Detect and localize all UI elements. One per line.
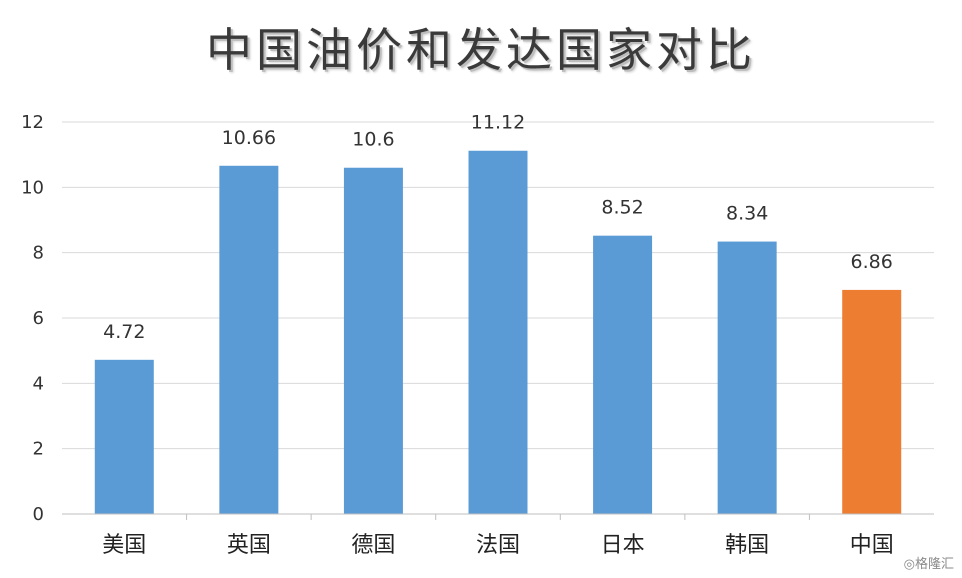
x-category-label: 中国 (850, 533, 894, 558)
chart-title: 中国油价和发达国家对比 (206, 23, 756, 77)
bar (219, 165, 279, 515)
y-tick-label: 2 (33, 439, 44, 460)
y-tick-label: 8 (33, 243, 44, 264)
y-tick-label: 4 (33, 373, 44, 394)
bar (593, 235, 653, 514)
x-category-label: 法国 (476, 533, 520, 558)
x-category-label: 韩国 (725, 533, 769, 558)
y-tick-label: 0 (33, 504, 44, 525)
data-label: 11.12 (471, 112, 525, 134)
bar (468, 150, 528, 514)
data-label: 6.86 (851, 251, 893, 273)
y-tick-label: 12 (21, 112, 44, 133)
x-category-label: 美国 (102, 533, 146, 558)
x-category-label: 英国 (227, 533, 271, 558)
data-label: 8.34 (726, 203, 768, 225)
bar (717, 241, 777, 514)
bar (94, 359, 154, 514)
x-category-label: 日本 (601, 533, 645, 558)
watermark: ◎格隆汇 (903, 557, 954, 572)
data-label: 10.6 (352, 129, 394, 151)
y-tick-label: 10 (21, 177, 44, 198)
y-axis-ticks: 0 2 4 6 8 10 12 (21, 112, 44, 525)
x-category-label: 德国 (351, 533, 395, 558)
bar (343, 167, 403, 514)
y-tick-label: 6 (33, 308, 44, 329)
data-label: 10.66 (222, 127, 276, 149)
bar (842, 289, 902, 514)
data-labels: 4.72 10.66 10.6 11.12 8.52 8.34 6.86 (103, 112, 893, 343)
x-axis-categories: 美国 英国 德国 法国 日本 韩国 中国 (102, 533, 893, 558)
data-label: 4.72 (103, 321, 145, 343)
data-label: 8.52 (601, 197, 643, 219)
bars (94, 150, 902, 515)
